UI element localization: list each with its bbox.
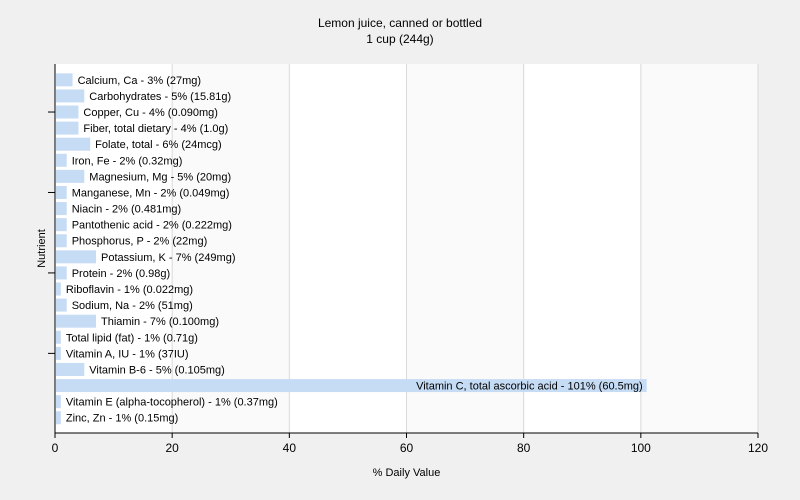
bar-label: Vitamin C, total ascorbic acid - 101% (6…	[416, 381, 643, 393]
axes: 0 20 40 60 80 100 120	[48, 64, 768, 455]
x-tick-label: 120	[748, 441, 768, 455]
bar	[56, 121, 79, 135]
bar-label: Copper, Cu - 4% (0.090mg)	[83, 107, 218, 119]
bar-label: Carbohydrates - 5% (15.81g)	[89, 91, 231, 103]
bar-label: Manganese, Mn - 2% (0.049mg)	[72, 187, 230, 199]
bar-label: Calcium, Ca - 3% (27mg)	[78, 75, 201, 87]
bar-label: Zinc, Zn - 1% (0.15mg)	[66, 413, 178, 425]
bar	[56, 137, 91, 151]
grid-band	[523, 64, 641, 433]
grid-band	[172, 64, 290, 433]
bar-label: Total lipid (fat) - 1% (0.71g)	[66, 332, 198, 344]
bar-label: Vitamin B-6 - 5% (0.105mg)	[89, 364, 225, 376]
bar	[56, 379, 647, 393]
bar	[56, 266, 67, 280]
grid-band	[289, 64, 407, 433]
bar-label: Niacin - 2% (0.481mg)	[72, 204, 181, 216]
chart-title: Lemon juice, canned or bottled	[317, 16, 483, 30]
bar	[56, 153, 67, 167]
bar	[56, 250, 97, 264]
x-tick-label: 60	[400, 441, 414, 455]
bar	[56, 362, 85, 376]
bar-label: Fiber, total dietary - 4% (1.0g)	[83, 123, 228, 135]
bars: Calcium, Ca - 3% (27mg) Carbohydrates - 5…	[56, 73, 647, 425]
bar	[56, 282, 61, 296]
bar-label: Vitamin A, IU - 1% (37IU)	[66, 348, 189, 360]
bar-label: Protein - 2% (0.98g)	[72, 268, 170, 280]
grid-band	[55, 64, 173, 433]
x-tick-label: 40	[283, 441, 297, 455]
bar-label: Pantothenic acid - 2% (0.222mg)	[72, 220, 232, 232]
bar	[56, 218, 67, 232]
bar-label: Potassium, K - 7% (249mg)	[101, 252, 236, 264]
bar	[56, 234, 67, 248]
bar	[56, 89, 85, 103]
chart-subtitle: 1 cup (244g)	[366, 32, 434, 46]
bar	[56, 202, 67, 216]
bar-label: Thiamin - 7% (0.100mg)	[101, 316, 219, 328]
bar-label: Phosphorus, P - 2% (22mg)	[72, 236, 208, 248]
bar-label: Iron, Fe - 2% (0.32mg)	[72, 155, 183, 167]
bar-label: Vitamin E (alpha-tocopherol) - 1% (0.37m…	[66, 397, 278, 409]
x-tick-label: 100	[631, 441, 651, 455]
bar	[56, 330, 61, 344]
bar	[56, 395, 61, 409]
grid-band	[406, 64, 524, 433]
gridlines	[55, 64, 759, 433]
bar-label: Magnesium, Mg - 5% (20mg)	[89, 171, 231, 183]
bar	[56, 298, 67, 312]
bar	[56, 314, 97, 328]
bar	[56, 185, 67, 199]
x-tick-label: 80	[517, 441, 531, 455]
bar	[56, 411, 61, 425]
grid-band	[640, 64, 758, 433]
bar-label: Folate, total - 6% (24mcg)	[95, 139, 222, 151]
x-tick-label: 20	[165, 441, 179, 455]
bar	[56, 105, 79, 119]
bar-label: Riboflavin - 1% (0.022mg)	[66, 284, 193, 296]
bar-label: Sodium, Na - 2% (51mg)	[72, 300, 193, 312]
x-tick-label: 0	[52, 441, 59, 455]
x-axis-title: % Daily Value	[373, 467, 441, 479]
bar	[56, 169, 85, 183]
y-axis-title: Nutrient	[36, 229, 48, 268]
bar	[56, 73, 73, 87]
bar	[56, 346, 61, 360]
